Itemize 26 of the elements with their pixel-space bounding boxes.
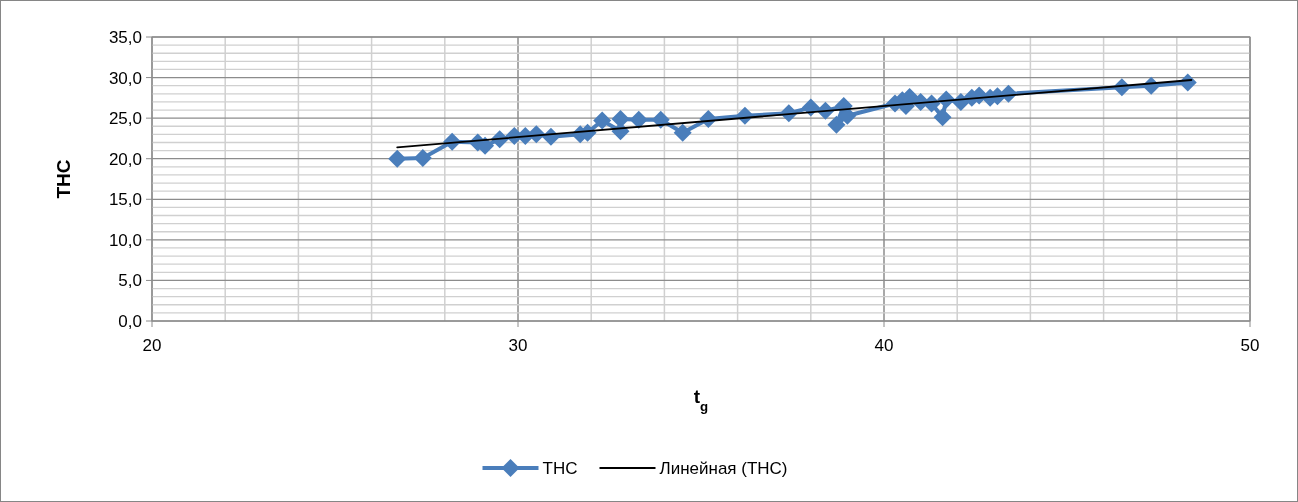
point (827, 115, 846, 134)
x-tick-label: 30 (508, 336, 528, 355)
y-tick-label: 25,0 (108, 109, 142, 129)
point (933, 108, 952, 127)
point (651, 110, 670, 129)
point (413, 148, 432, 167)
x-axis-title: t$_{g}$ (693, 386, 709, 414)
x-tick-label: 40 (874, 336, 894, 355)
y-tick-label: 35,0 (108, 28, 142, 47)
point (388, 149, 407, 168)
point (673, 123, 692, 142)
point (801, 98, 820, 117)
point (593, 111, 612, 130)
x-tick-label: 20 (142, 336, 162, 355)
point (629, 110, 648, 129)
x-tick-label: 50 (1240, 336, 1260, 355)
y-tick-label: 10,0 (108, 230, 142, 250)
y-tick-label: 15,0 (108, 190, 142, 210)
y-tick-label: 5,0 (118, 271, 142, 291)
legend-label: ТНС (542, 459, 578, 478)
legend-label: Линейная (ТНС) (659, 459, 788, 478)
point (611, 109, 630, 128)
y-tick-label: 0,0 (118, 312, 142, 331)
y-tick-label: 20,0 (108, 149, 142, 169)
y-axis-title: ТНС (53, 159, 74, 199)
y-tick-label: 30,0 (108, 68, 142, 88)
